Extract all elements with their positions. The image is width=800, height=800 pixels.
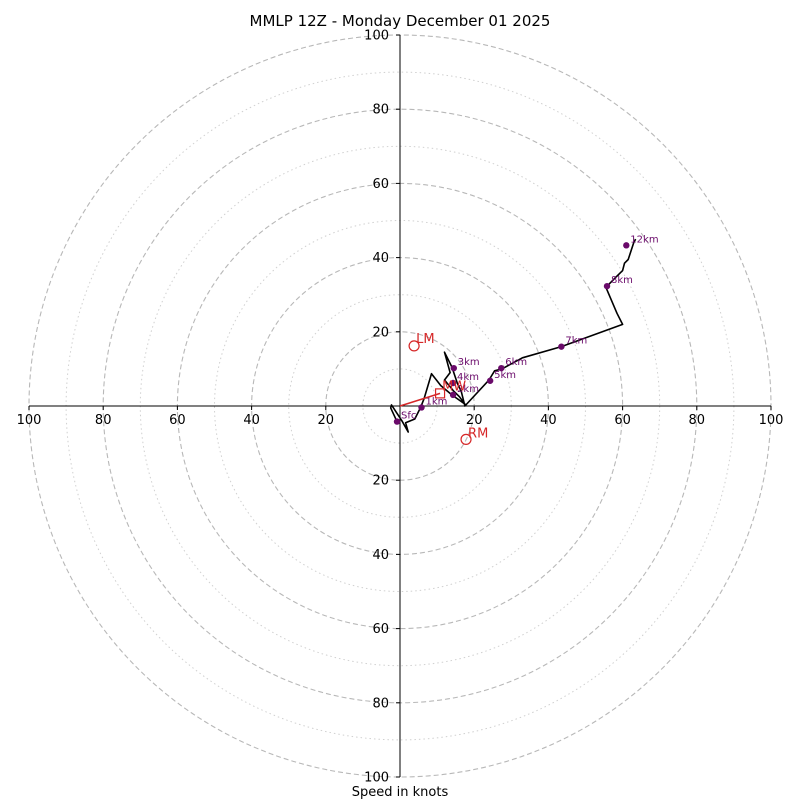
tick-labels: 100 80 60 40 20 20 40 60 80 100 100 80 60 40 20 20 40 60 8… [17, 29, 784, 786]
height-marker-label-4km: 4km [457, 372, 479, 383]
x-tick-label: 20 [318, 413, 335, 428]
height-marker-label-5km: 5km [494, 370, 516, 381]
height-marker-label-6km: 6km [505, 357, 527, 368]
height-marker-7km [558, 343, 565, 350]
x-tick-label: 100 [759, 413, 784, 428]
y-tick-label: 80 [372, 696, 389, 711]
height-marker-label-8km: 8km [611, 275, 633, 286]
height-marker-3km [450, 364, 457, 372]
x-tick-label: 80 [95, 413, 112, 428]
y-tick-label: 20 [372, 325, 389, 340]
x-tick-label: 40 [243, 413, 260, 428]
height-marker-label-12km: 12km [630, 234, 658, 245]
y-tick-label: 40 [372, 251, 389, 266]
height-marker-1km [418, 404, 425, 411]
x-axis-label: Speed in knots [352, 785, 449, 800]
x-tick-label: 60 [614, 413, 631, 428]
height-marker-label-3km: 3km [458, 357, 480, 368]
y-tick-label: 20 [372, 474, 389, 489]
chart-title: MMLP 12Z - Monday December 01 2025 [250, 12, 551, 30]
y-tick-label: 60 [372, 622, 389, 637]
x-tick-label: 40 [540, 413, 557, 428]
left-mover-marker [408, 340, 420, 352]
height-marker-4km [449, 379, 457, 387]
right-mover-label: RM [468, 426, 488, 441]
height-markers: Sfc 1km 2km 3km 4km 5km 6km 7km 8km 12km [393, 234, 659, 425]
height-marker-Sfc [393, 418, 401, 425]
right-mover-marker [460, 433, 472, 445]
mean-wind-marker [434, 388, 446, 399]
x-tick-label: 100 [17, 413, 42, 428]
height-marker-6km [498, 364, 505, 372]
y-tick-label: 60 [372, 177, 389, 192]
height-marker-2km [449, 391, 457, 399]
x-tick-label: 60 [169, 413, 186, 428]
height-marker-5km [486, 377, 494, 384]
left-mover-label: LM [416, 332, 434, 347]
height-marker-label-2km: 2km [457, 384, 479, 395]
mean-wind-vector [399, 392, 441, 407]
y-tick-label: 100 [364, 771, 389, 786]
height-marker-8km [603, 282, 611, 290]
height-marker-label-1km: 1km [426, 396, 448, 407]
y-tick-label: 40 [372, 548, 389, 563]
height-marker-label-Sfc: Sfc [401, 411, 416, 422]
storm-motion: LM RM MW [399, 332, 488, 445]
height-marker-12km [623, 242, 630, 249]
x-tick-label: 80 [689, 413, 706, 428]
x-tick-label: 20 [466, 413, 483, 428]
height-marker-label-7km: 7km [565, 336, 587, 347]
y-tick-label: 100 [364, 29, 389, 44]
mean-wind-label: MW [442, 379, 466, 394]
y-tick-label: 80 [372, 103, 389, 118]
